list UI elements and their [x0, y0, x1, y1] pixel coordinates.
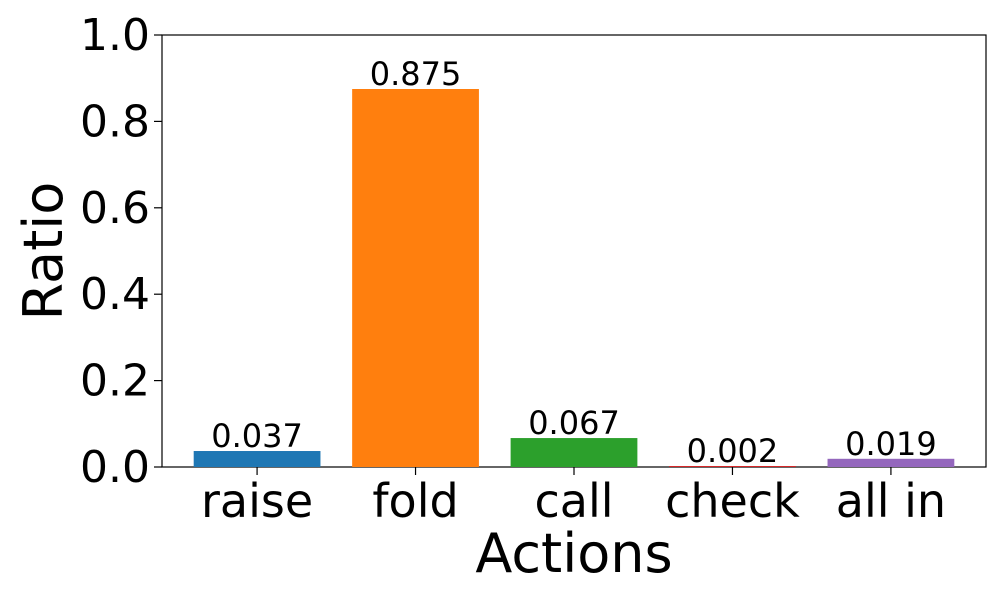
- data-label-raise: 0.037: [211, 417, 303, 455]
- plot-area: [161, 34, 987, 468]
- bar-all-in: [827, 458, 955, 467]
- y-tick-label: 0.0: [80, 442, 150, 493]
- y-axis-title: Ratio: [12, 182, 75, 321]
- data-label-check: 0.002: [687, 432, 779, 470]
- y-tick-label: 0.2: [80, 356, 150, 407]
- x-tick-label: call: [534, 474, 613, 528]
- x-tick-label: check: [665, 474, 800, 528]
- x-tick-label: all in: [836, 474, 946, 528]
- bar-call: [510, 438, 638, 467]
- bar-check: [669, 466, 796, 467]
- y-tick-label: 1.0: [80, 10, 150, 61]
- x-axis: raise fold call check all in: [201, 467, 946, 528]
- data-label-all-in: 0.019: [845, 425, 937, 463]
- bars-group: 0.037 0.875 0.067 0.002 0.019: [193, 55, 955, 470]
- bar-raise: [193, 451, 321, 467]
- y-tick-label: 0.6: [80, 183, 150, 234]
- bar-fold: [352, 89, 479, 467]
- data-label-fold: 0.875: [370, 55, 462, 93]
- y-tick-label: 0.8: [80, 96, 150, 147]
- y-tick-label: 0.4: [80, 269, 150, 320]
- x-tick-label: fold: [372, 474, 458, 528]
- x-axis-title: Actions: [475, 522, 672, 585]
- y-axis: 0.0 0.2 0.4 0.6 0.8 1.0: [80, 10, 162, 493]
- x-tick-label: raise: [201, 474, 313, 528]
- data-label-call: 0.067: [528, 404, 620, 442]
